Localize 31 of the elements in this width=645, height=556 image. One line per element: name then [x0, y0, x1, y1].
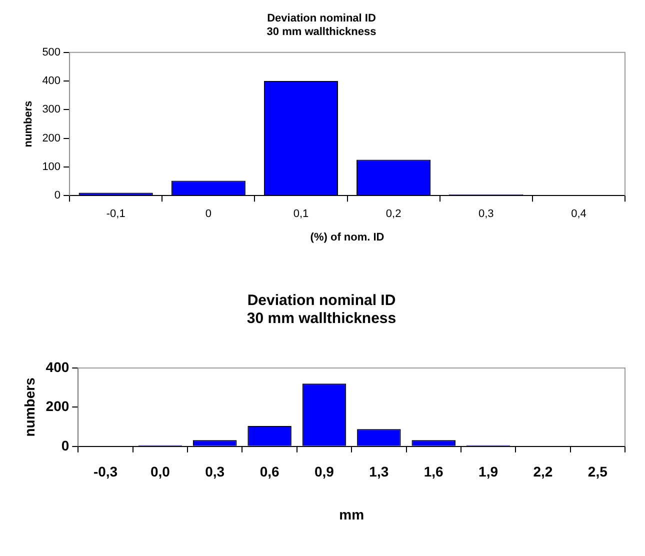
x-tick-label: 0,3	[478, 208, 494, 220]
x-tick-label: 1,9	[478, 464, 498, 480]
y-tick-label: 0	[54, 190, 61, 202]
x-tick-label: 0,6	[260, 464, 280, 480]
chart-title: Deviation nominal ID 30 mm wallthickness	[266, 12, 376, 38]
y-tick-label: 500	[42, 46, 61, 58]
y-tick-label: 300	[42, 104, 61, 116]
x-tick-label: 0,0	[150, 464, 170, 480]
y-tick-label: 100	[42, 160, 61, 173]
y-tick-label: 200	[46, 398, 70, 414]
x-tick-label: 2,2	[533, 464, 553, 480]
x-tick-label: 2,5	[588, 464, 608, 480]
x-tick-label: 0,4	[571, 208, 586, 220]
x-tick-label: 0	[205, 208, 212, 220]
x-axis-title: mm	[339, 506, 364, 522]
x-axis-title: (%) of nom. ID	[310, 231, 384, 244]
x-tick-label: 0,2	[386, 208, 402, 220]
x-tick-label: 0,3	[205, 464, 225, 480]
chart-title: Deviation nominal ID 30 mm wallthickness	[246, 292, 396, 328]
x-tick-label: 0,9	[314, 464, 334, 480]
y-axis-title: numbers	[22, 100, 35, 148]
y-tick-label: 400	[42, 75, 61, 88]
x-tick-label: 1,6	[424, 464, 444, 480]
y-tick-label: 400	[46, 358, 70, 375]
x-tick-label: -0,3	[93, 464, 118, 480]
y-axis-title: numbers	[21, 377, 38, 437]
y-tick-label: 200	[42, 132, 61, 144]
x-tick-label: -0,1	[106, 208, 126, 220]
y-tick-label: 0	[61, 437, 70, 454]
x-tick-label: 0,1	[293, 208, 309, 220]
x-tick-label: 1,3	[369, 464, 389, 480]
